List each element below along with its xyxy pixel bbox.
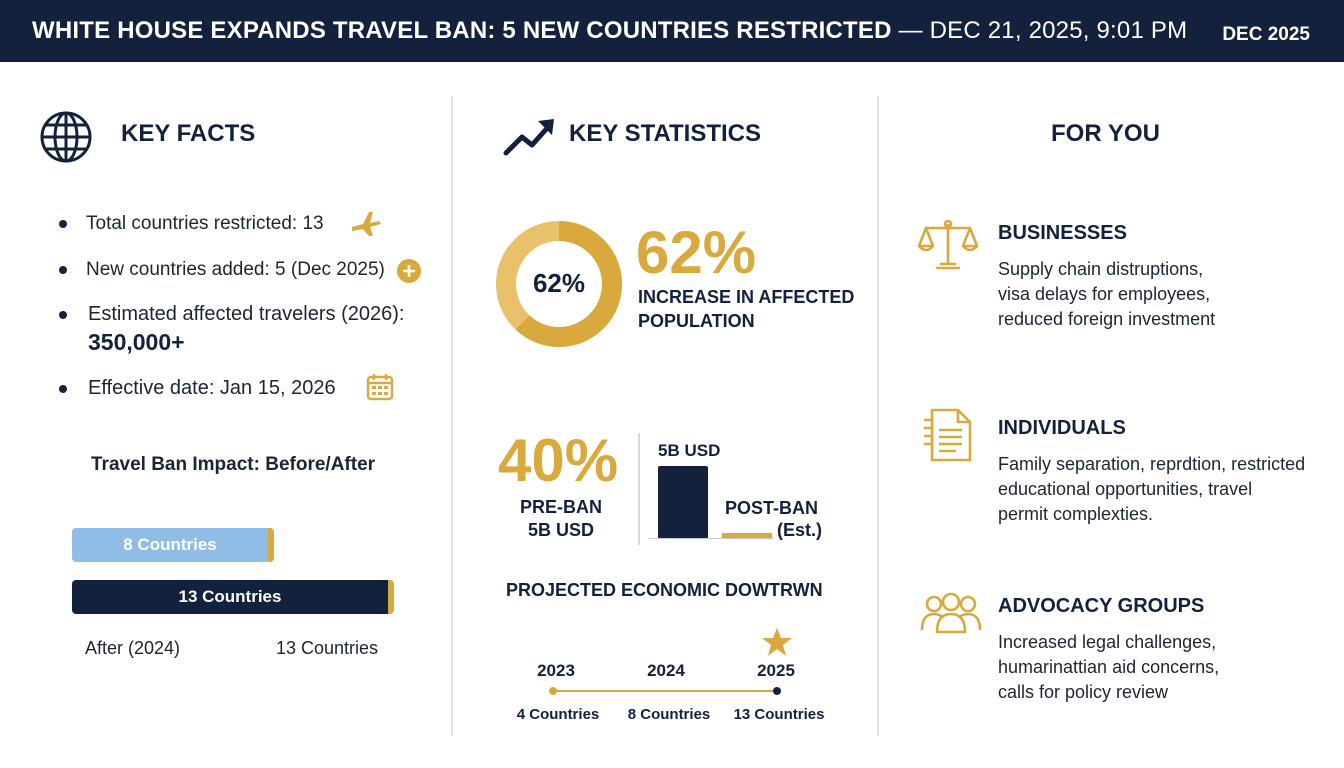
donut-arc <box>496 221 622 347</box>
fact-effective-date: Effective date: Jan 15, 2026 <box>88 377 336 399</box>
timeline-year-2023: 2023 <box>537 661 575 680</box>
timeline-year-2024: 2024 <box>647 661 685 680</box>
scales-icon <box>917 219 979 270</box>
pre-ban-percent: 40% <box>498 427 619 494</box>
plus-circle-icon <box>397 259 421 283</box>
section-title-businesses: BUSINESSES <box>998 222 1127 244</box>
trend-up-icon <box>503 119 554 156</box>
pre-ban-bar <box>658 466 708 538</box>
impact-bar-before: 8 Countries <box>72 528 274 562</box>
bullet <box>59 311 67 319</box>
headline: WHITE HOUSE EXPANDS TRAVEL BAN: 5 NEW CO… <box>32 17 1188 44</box>
fact-new-countries: New countries added: 5 (Dec 2025) <box>86 259 385 280</box>
calendar-icon <box>366 374 394 401</box>
bullet <box>59 220 67 228</box>
section-text-advocacy: Increased legal challenges, humarinattia… <box>998 632 1220 702</box>
section-text-businesses: Supply chain distruptions, visa delays f… <box>998 259 1216 329</box>
impact-bar-after: 13 Countries <box>72 580 394 614</box>
people-icon <box>920 592 982 634</box>
bullet <box>59 385 67 393</box>
post-ban-bar <box>722 533 772 538</box>
section-title-individuals: INDIVIDUALS <box>998 417 1126 439</box>
key-statistics-heading: KEY STATISTICS <box>569 120 762 147</box>
fact-total-countries: Total countries restricted: 13 <box>86 213 324 234</box>
fact-affected-travelers: Estimated affected travelers (2026): <box>88 303 405 325</box>
star-icon <box>762 628 792 656</box>
timeline-year-2025: 2025 <box>757 661 795 680</box>
bar-baseline <box>649 538 774 539</box>
timeline-count-2023: 4 Countries <box>516 706 600 723</box>
section-title-advocacy: ADVOCACY GROUPS <box>998 595 1205 617</box>
impact-foot-left: After (2024) <box>85 638 181 658</box>
fact-affected-travelers-value: 350,000+ <box>88 329 185 355</box>
bullet <box>59 266 67 274</box>
bar-top-label: 5B USD <box>658 441 721 460</box>
section-text-individuals: Family separation, reprdtion, restricted… <box>998 454 1306 524</box>
timeline-dot <box>773 687 781 695</box>
impact-title: Travel Ban Impact: Before/After <box>91 454 376 475</box>
post-ban-line2: (Est.) <box>777 520 822 540</box>
timeline-dot <box>549 687 557 695</box>
document-icon <box>924 408 972 462</box>
donut-chart <box>496 221 622 347</box>
big-percent: 62% <box>636 219 757 286</box>
timeline-count-2025: 13 Countries <box>733 706 825 723</box>
globe-icon <box>40 111 92 163</box>
pre-ban-line1: PRE-BAN <box>519 497 602 517</box>
column-divider-right <box>877 96 879 736</box>
big-label-line2: POPULATION <box>638 311 755 331</box>
donut-center-label: 62% <box>532 268 586 298</box>
impact-foot-right: 13 Countries <box>276 638 379 658</box>
pre-ban-line2: 5B USD <box>527 520 594 540</box>
header-banner: WHITE HOUSE EXPANDS TRAVEL BAN: 5 NEW CO… <box>0 0 1344 62</box>
airplane-icon <box>352 212 381 236</box>
stat-divider <box>638 433 640 545</box>
for-you-heading: FOR YOU <box>1051 120 1160 147</box>
key-facts-heading: KEY FACTS <box>121 120 256 147</box>
post-ban-line1: POST-BAN <box>725 498 819 518</box>
date-badge: DEC 2025 <box>1222 24 1310 45</box>
timeline-count-2024: 8 Countries <box>627 706 711 723</box>
big-label-line1: INCREASE IN AFFECTED <box>638 287 855 307</box>
economic-title: PROJECTED ECONOMIC DOWTRWN <box>506 580 823 600</box>
timeline-line <box>553 690 777 692</box>
column-divider-left <box>451 96 453 736</box>
headline-timestamp: DEC 21, 2025, 9:01 PM <box>929 17 1188 44</box>
